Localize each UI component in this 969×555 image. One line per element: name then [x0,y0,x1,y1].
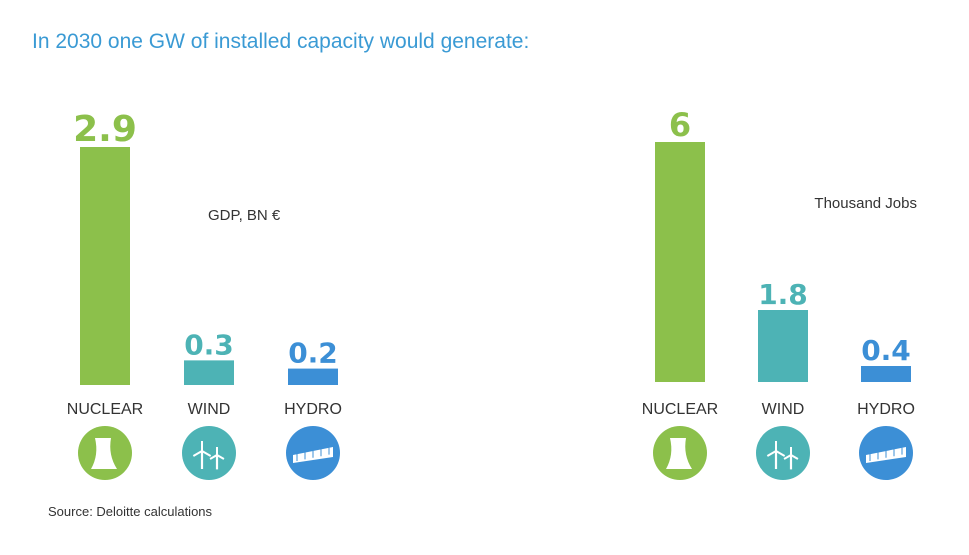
category-label-nuclear: NUCLEAR [67,401,143,418]
category-label-hydro: HYDRO [857,401,915,418]
data-label-hydro: 0.4 [861,334,911,367]
hydro-dam-icon [286,426,340,480]
bar-wind [184,360,234,385]
bar-hydro [288,368,338,385]
unit-label: GDP, BN € [208,207,281,224]
gdp-chart: 2.9 NUCLEAR 0.3 WIND 0.2 HYDRO GDP, BN € [67,109,342,480]
unit-label: Thousand Jobs [814,195,917,212]
chart-title: In 2030 one GW of installed capacity wou… [32,30,530,53]
category-label-wind: WIND [188,401,231,418]
bar-wind [758,310,808,382]
category-label-hydro: HYDRO [284,401,342,418]
nuclear-cooling-tower-icon [653,426,707,480]
wind-turbine-icon [182,426,236,480]
data-label-wind: 1.8 [758,278,808,311]
bar-nuclear [80,147,130,385]
bar-nuclear [655,142,705,382]
data-label-hydro: 0.2 [288,337,338,370]
data-label-wind: 0.3 [184,328,234,361]
category-label-wind: WIND [762,401,805,418]
hydro-dam-icon [859,426,913,480]
nuclear-cooling-tower-icon [78,426,132,480]
wind-turbine-icon [756,426,810,480]
category-label-nuclear: NUCLEAR [642,401,718,418]
bar-hydro [861,366,911,382]
data-label-nuclear: 6 [669,106,691,144]
source-note: Source: Deloitte calculations [48,504,213,519]
data-label-nuclear: 2.9 [73,109,137,150]
jobs-chart: 6 NUCLEAR 1.8 WIND 0.4 HYDRO Thousand Jobs [642,106,917,480]
